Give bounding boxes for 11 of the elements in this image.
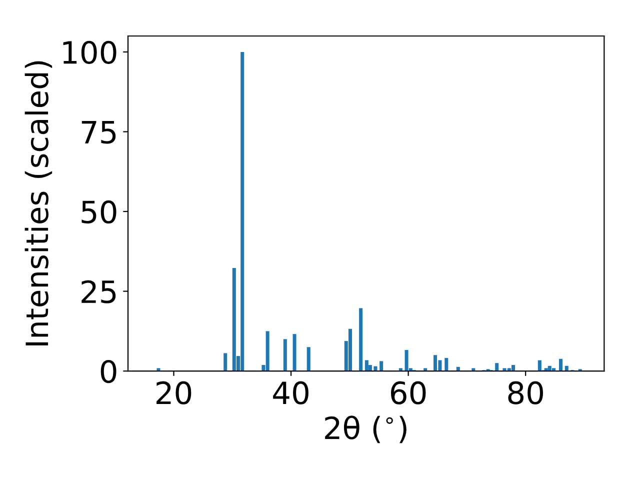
y-tick-label: 75 [82, 121, 116, 144]
y-tick-label: 25 [82, 280, 116, 304]
y-tick-label: 0 [100, 360, 116, 384]
x-tick-label: 80 [508, 381, 543, 404]
x-tick-label: 20 [156, 381, 192, 404]
x-axis-title: 2θ ($^{∘}$) [325, 416, 406, 444]
x-tick-label: 40 [273, 381, 308, 404]
y-tick-label: 100 [63, 40, 116, 64]
y-axis-title: Intensities (scaled) [24, 61, 52, 346]
y-tick-label: 50 [82, 200, 116, 224]
x-tick-label: 60 [390, 381, 426, 404]
